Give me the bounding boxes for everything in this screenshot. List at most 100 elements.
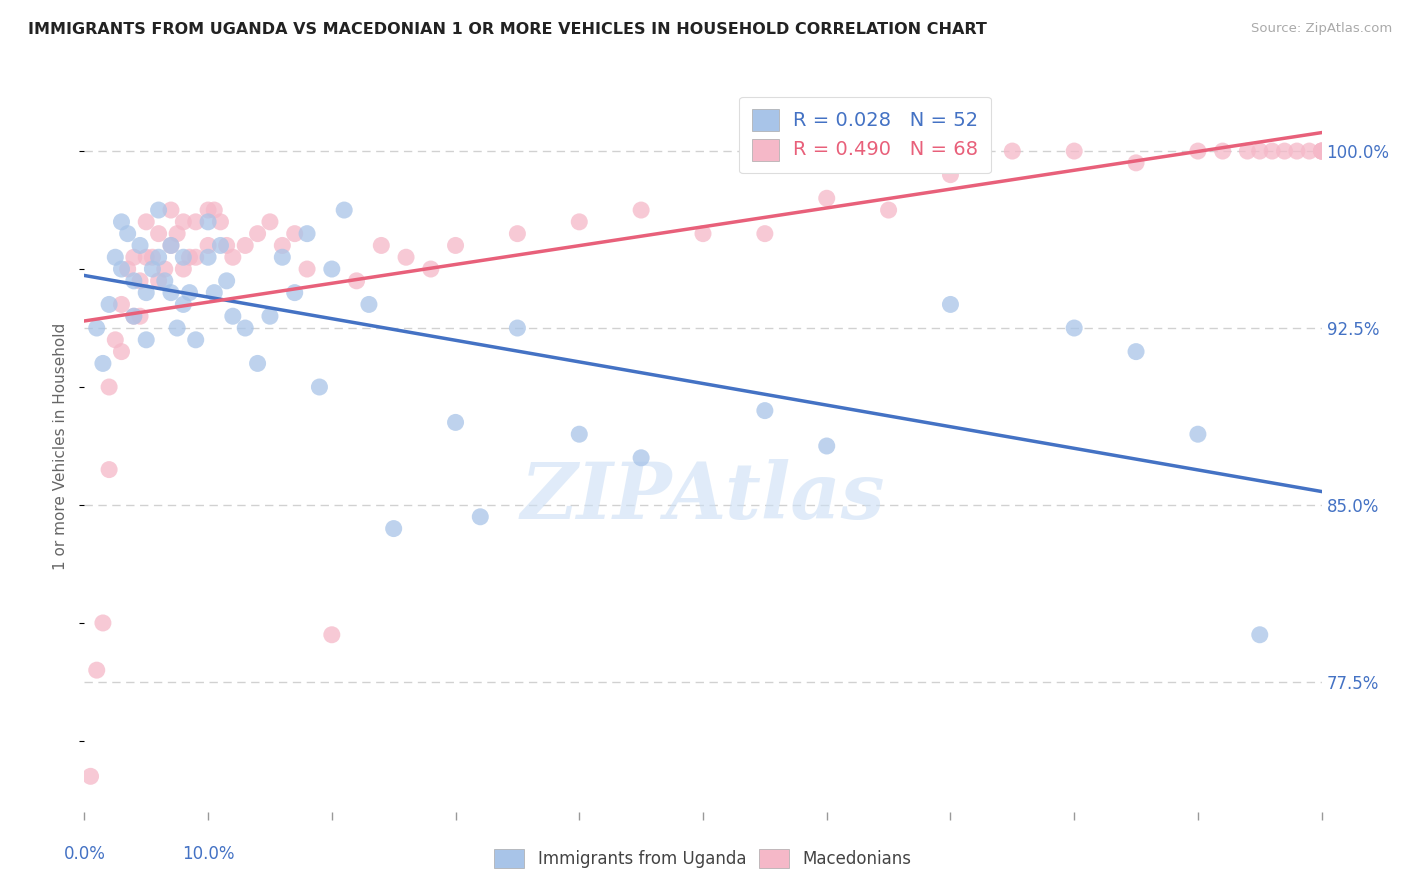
Point (110, 297, 132, 311)
Point (1236, 144, 1258, 158)
Point (110, 262, 132, 277)
Point (444, 416, 467, 430)
Point (153, 274, 176, 288)
Point (1261, 144, 1284, 158)
Text: 10.0%: 10.0% (181, 845, 235, 863)
Point (79, 769, 101, 783)
Point (1249, 144, 1271, 158)
Point (395, 250, 418, 264)
Point (1063, 321, 1085, 335)
Point (86, 663, 108, 677)
Point (1274, 144, 1296, 158)
Point (148, 250, 170, 264)
Point (1187, 144, 1209, 158)
Point (271, 238, 294, 252)
Point (91, 615, 114, 630)
Point (321, 628, 343, 642)
Point (215, 238, 238, 252)
Point (259, 310, 281, 324)
Point (1063, 144, 1085, 158)
Legend: Immigrants from Uganda, Macedonians: Immigrants from Uganda, Macedonians (486, 840, 920, 877)
Point (308, 380, 330, 394)
Text: Source: ZipAtlas.com: Source: ZipAtlas.com (1251, 22, 1392, 36)
Point (104, 333, 127, 347)
Point (692, 227, 714, 241)
Point (135, 250, 157, 264)
Point (1125, 156, 1147, 170)
Text: 0.0%: 0.0% (63, 845, 105, 863)
Point (1187, 427, 1209, 442)
Point (202, 285, 225, 300)
Point (222, 310, 245, 324)
Point (630, 450, 652, 465)
Point (506, 321, 529, 335)
Point (1001, 144, 1024, 158)
Point (506, 227, 529, 241)
Point (148, 227, 170, 241)
Point (148, 202, 170, 217)
Point (295, 227, 318, 241)
Point (215, 274, 238, 288)
Text: ZIPAtlas: ZIPAtlas (520, 459, 886, 535)
Point (86, 321, 108, 335)
Point (815, 191, 838, 205)
Point (568, 215, 591, 229)
Point (1310, 144, 1333, 158)
Point (148, 274, 170, 288)
Point (135, 333, 157, 347)
Point (153, 262, 176, 277)
Point (1310, 144, 1333, 158)
Point (122, 250, 145, 264)
Point (122, 310, 145, 324)
Y-axis label: 1 or more Vehicles in Household: 1 or more Vehicles in Household (53, 322, 69, 570)
Point (184, 215, 207, 229)
Point (259, 215, 281, 229)
Point (179, 250, 201, 264)
Point (419, 262, 441, 277)
Point (1310, 144, 1333, 158)
Point (172, 250, 194, 264)
Point (172, 215, 194, 229)
Point (110, 344, 132, 359)
Point (630, 202, 652, 217)
Point (271, 250, 294, 264)
Point (321, 262, 343, 277)
Point (98, 297, 121, 311)
Point (104, 250, 127, 264)
Point (1249, 628, 1271, 642)
Text: IMMIGRANTS FROM UGANDA VS MACEDONIAN 1 OR MORE VEHICLES IN HOUSEHOLD CORRELATION: IMMIGRANTS FROM UGANDA VS MACEDONIAN 1 O… (28, 22, 987, 37)
Point (172, 297, 194, 311)
Point (246, 227, 269, 241)
Point (184, 333, 207, 347)
Point (160, 202, 183, 217)
Point (197, 202, 219, 217)
Point (197, 238, 219, 252)
Point (444, 238, 467, 252)
Point (295, 262, 318, 277)
Point (1298, 144, 1320, 158)
Point (129, 274, 152, 288)
Point (202, 202, 225, 217)
Point (129, 310, 152, 324)
Point (209, 215, 232, 229)
Point (346, 274, 368, 288)
Point (98, 462, 121, 476)
Point (160, 238, 183, 252)
Point (382, 522, 405, 536)
Point (222, 250, 245, 264)
Point (1125, 344, 1147, 359)
Point (122, 274, 145, 288)
Point (122, 310, 145, 324)
Point (135, 215, 157, 229)
Point (160, 238, 183, 252)
Point (110, 215, 132, 229)
Point (141, 262, 163, 277)
Point (754, 403, 776, 417)
Point (141, 250, 163, 264)
Point (1310, 144, 1333, 158)
Point (117, 227, 139, 241)
Point (333, 202, 356, 217)
Point (209, 238, 232, 252)
Point (284, 227, 307, 241)
Point (1285, 144, 1308, 158)
